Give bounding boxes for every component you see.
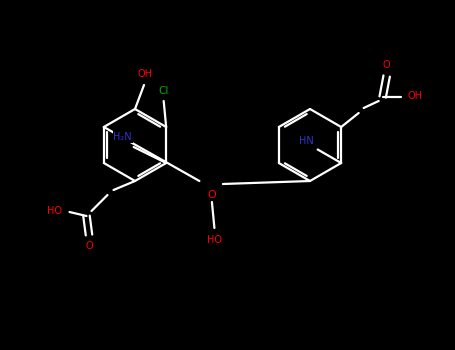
Text: OH: OH — [137, 69, 152, 79]
Text: HO: HO — [47, 206, 62, 216]
Text: HN: HN — [299, 135, 313, 146]
Text: O: O — [383, 60, 390, 70]
Text: OH: OH — [407, 91, 422, 101]
Text: O: O — [207, 190, 216, 200]
Text: HO: HO — [207, 235, 222, 245]
Text: O: O — [85, 241, 93, 251]
Text: H₂N: H₂N — [113, 132, 132, 142]
Text: Cl: Cl — [158, 86, 169, 96]
